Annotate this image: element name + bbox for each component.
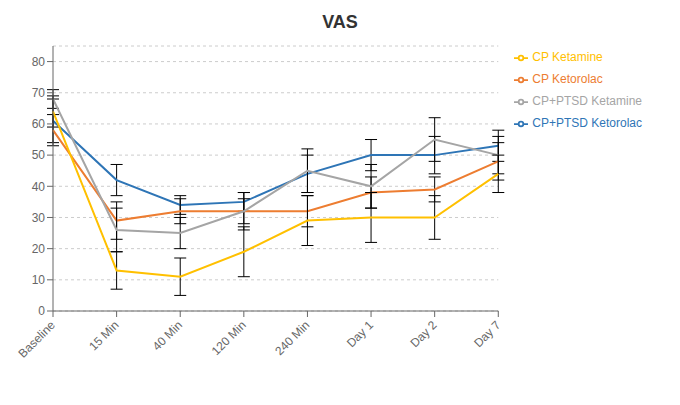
svg-text:10: 10	[32, 273, 46, 287]
svg-text:15 Min: 15 Min	[86, 318, 121, 353]
svg-text:0: 0	[38, 304, 45, 318]
svg-text:60: 60	[32, 117, 46, 131]
svg-text:30: 30	[32, 211, 46, 225]
html-text:CP Ketorolac: CP Ketorolac	[532, 72, 603, 86]
html-text:VAS: VAS	[322, 12, 358, 32]
svg-text:50: 50	[32, 148, 46, 162]
svg-text:Baseline: Baseline	[16, 318, 59, 361]
svg-text:Day 7: Day 7	[471, 318, 503, 350]
svg-text:40 Min: 40 Min	[150, 318, 185, 353]
svg-text:20: 20	[32, 242, 46, 256]
svg-text:70: 70	[32, 86, 46, 100]
html-text:CP+PTSD Ketamine: CP+PTSD Ketamine	[532, 94, 642, 108]
svg-text:240 Min: 240 Min	[272, 318, 312, 358]
svg-text:Day 1: Day 1	[344, 318, 376, 350]
svg-text:80: 80	[32, 55, 46, 69]
svg-text:Day 2: Day 2	[408, 318, 440, 350]
html-text:CP+PTSD Ketorolac: CP+PTSD Ketorolac	[532, 116, 642, 130]
svg-text:120 Min: 120 Min	[209, 318, 249, 358]
html-text:CP Ketamine: CP Ketamine	[532, 50, 603, 64]
svg-text:40: 40	[32, 180, 46, 194]
